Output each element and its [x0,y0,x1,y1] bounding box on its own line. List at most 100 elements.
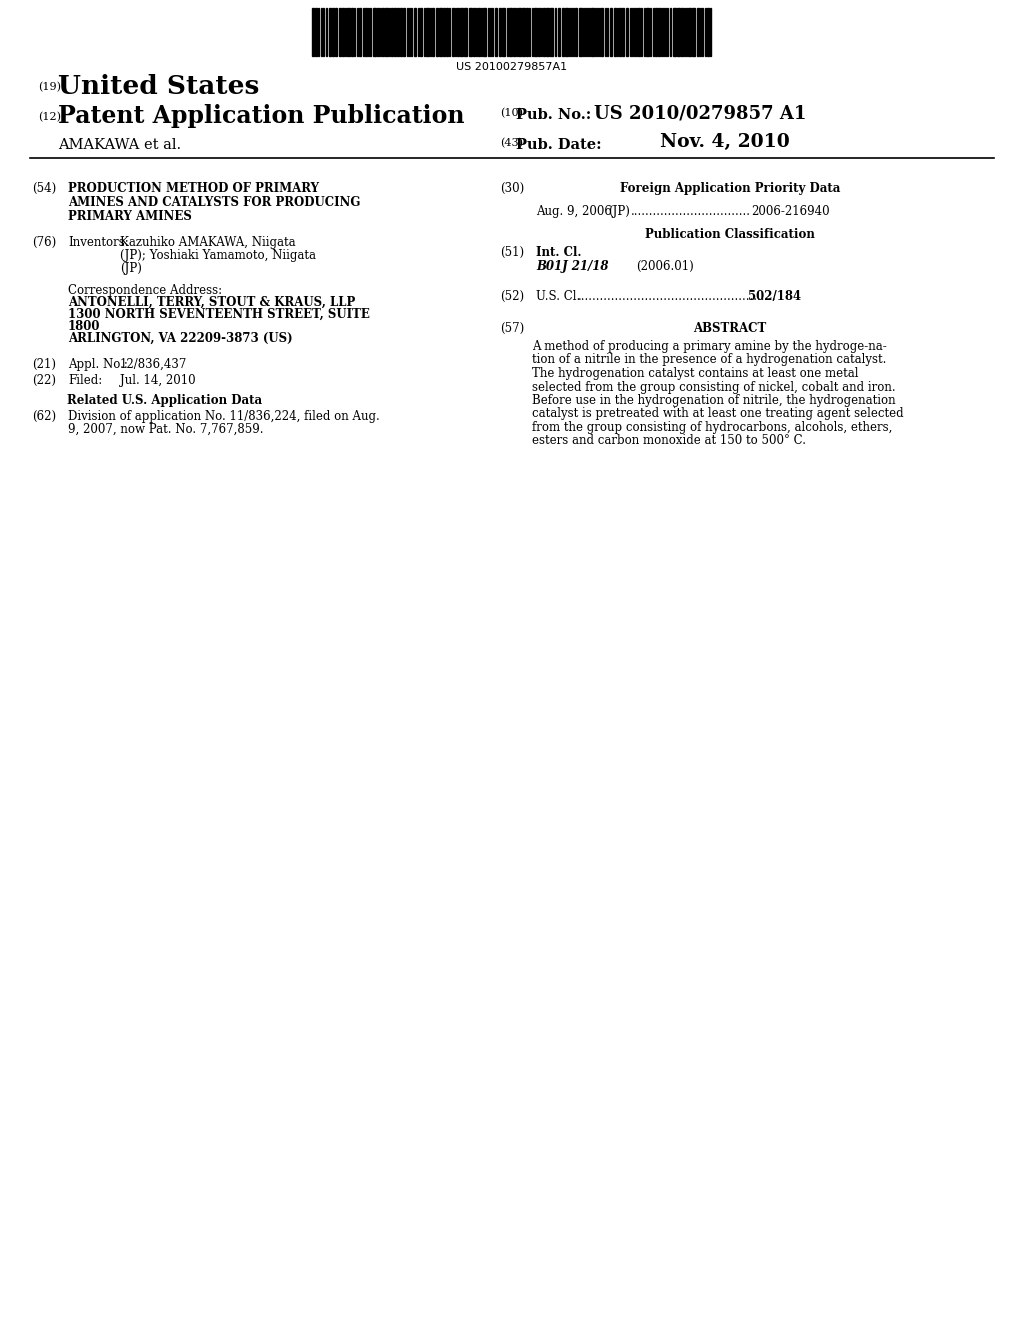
Bar [534,8,537,55]
Bar [499,8,501,55]
Text: catalyst is pretreated with at least one treating agent selected: catalyst is pretreated with at least one… [532,408,903,421]
Bar [513,8,515,55]
Text: United States: United States [58,74,259,99]
Text: 502/184: 502/184 [748,290,801,304]
Text: selected from the group consisting of nickel, cobalt and iron.: selected from the group consisting of ni… [532,380,896,393]
Text: US 2010/0279857 A1: US 2010/0279857 A1 [594,104,806,121]
Bar [464,8,467,55]
Text: 2006-216940: 2006-216940 [751,205,829,218]
Text: AMINES AND CATALYSTS FOR PRODUCING: AMINES AND CATALYSTS FOR PRODUCING [68,195,360,209]
Text: (76): (76) [32,236,56,249]
Bar [315,8,317,55]
Bar [673,8,676,55]
Text: (JP); Yoshiaki Yamamoto, Niigata: (JP); Yoshiaki Yamamoto, Niigata [120,249,316,261]
Bar [543,8,545,55]
Bar [502,8,505,55]
Bar [426,8,429,55]
Text: U.S. Cl.: U.S. Cl. [536,290,581,304]
Text: (62): (62) [32,411,56,422]
Bar [550,8,553,55]
Bar [391,8,393,55]
Bar [591,8,594,55]
Bar [365,8,367,55]
Text: (54): (54) [32,182,56,195]
Bar [397,8,399,55]
Bar [312,8,314,55]
Text: 1300 NORTH SEVENTEENTH STREET, SUITE: 1300 NORTH SEVENTEENTH STREET, SUITE [68,308,370,321]
Text: 12/836,437: 12/836,437 [120,358,187,371]
Bar [403,8,406,55]
Bar [382,8,384,55]
Text: Pub. Date:: Pub. Date: [516,139,602,152]
Text: Foreign Application Priority Data: Foreign Application Priority Data [620,182,840,195]
Bar [332,8,334,55]
Text: 9, 2007, now Pat. No. 7,767,859.: 9, 2007, now Pat. No. 7,767,859. [68,422,263,436]
Bar [697,8,699,55]
Bar [373,8,376,55]
Bar [446,8,449,55]
Bar [522,8,525,55]
Text: Aug. 9, 2006: Aug. 9, 2006 [536,205,612,218]
Bar [377,8,379,55]
Text: (10): (10) [500,108,523,119]
Bar [400,8,402,55]
Text: Int. Cl.: Int. Cl. [536,246,582,259]
Text: (21): (21) [32,358,56,371]
Bar [618,8,621,55]
Bar [495,8,497,55]
Bar [692,8,695,55]
Bar [339,8,341,55]
Text: 1800: 1800 [68,319,100,333]
Bar [329,8,331,55]
Text: Pub. No.:: Pub. No.: [516,108,591,121]
Text: ................................: ................................ [631,205,751,218]
Text: Nov. 4, 2010: Nov. 4, 2010 [660,133,790,150]
Text: Division of application No. 11/836,224, filed on Aug.: Division of application No. 11/836,224, … [68,411,380,422]
Bar [460,8,463,55]
Bar [483,8,486,55]
Bar [342,8,344,55]
Text: US 20100279857A1: US 20100279857A1 [457,62,567,73]
Bar [420,8,422,55]
Text: ARLINGTON, VA 22209-3873 (US): ARLINGTON, VA 22209-3873 (US) [68,333,293,345]
Bar [610,8,612,55]
Bar [681,8,683,55]
Text: (JP): (JP) [120,261,142,275]
Text: PRIMARY AMINES: PRIMARY AMINES [68,210,191,223]
Text: Before use in the hydrogenation of nitrile, the hydrogenation: Before use in the hydrogenation of nitri… [532,393,896,407]
Bar [558,8,560,55]
Bar [646,8,649,55]
Bar [638,8,640,55]
Bar [478,8,480,55]
Text: tion of a nitrile in the presence of a hydrogenation catalyst.: tion of a nitrile in the presence of a h… [532,354,887,367]
Bar [457,8,459,55]
Bar [614,8,616,55]
Text: Related U.S. Application Data: Related U.S. Application Data [68,393,262,407]
Bar [452,8,454,55]
Bar [565,8,568,55]
Bar [626,8,628,55]
Text: from the group consisting of hydrocarbons, alcohols, ethers,: from the group consisting of hydrocarbon… [532,421,892,434]
Text: Filed:: Filed: [68,374,102,387]
Bar [579,8,582,55]
Bar [347,8,350,55]
Bar [432,8,434,55]
Text: AMAKAWA et al.: AMAKAWA et al. [58,139,181,152]
Bar [335,8,337,55]
Text: ABSTRACT: ABSTRACT [693,322,767,335]
Bar [601,8,603,55]
Bar [655,8,657,55]
Text: (52): (52) [500,290,524,304]
Bar [359,8,361,55]
Text: PRODUCTION METHOD OF PRIMARY: PRODUCTION METHOD OF PRIMARY [68,182,319,195]
Text: (22): (22) [32,374,56,387]
Bar [538,8,540,55]
Bar [473,8,475,55]
Text: Publication Classification: Publication Classification [645,228,815,242]
Text: esters and carbon monoxide at 150 to 500° C.: esters and carbon monoxide at 150 to 500… [532,434,806,447]
Text: (19): (19) [38,82,61,92]
Bar [439,8,442,55]
Text: Kazuhiko AMAKAWA, Niigata: Kazuhiko AMAKAWA, Niigata [120,236,296,249]
Text: .....................................................: ........................................… [578,290,777,304]
Bar [443,8,445,55]
